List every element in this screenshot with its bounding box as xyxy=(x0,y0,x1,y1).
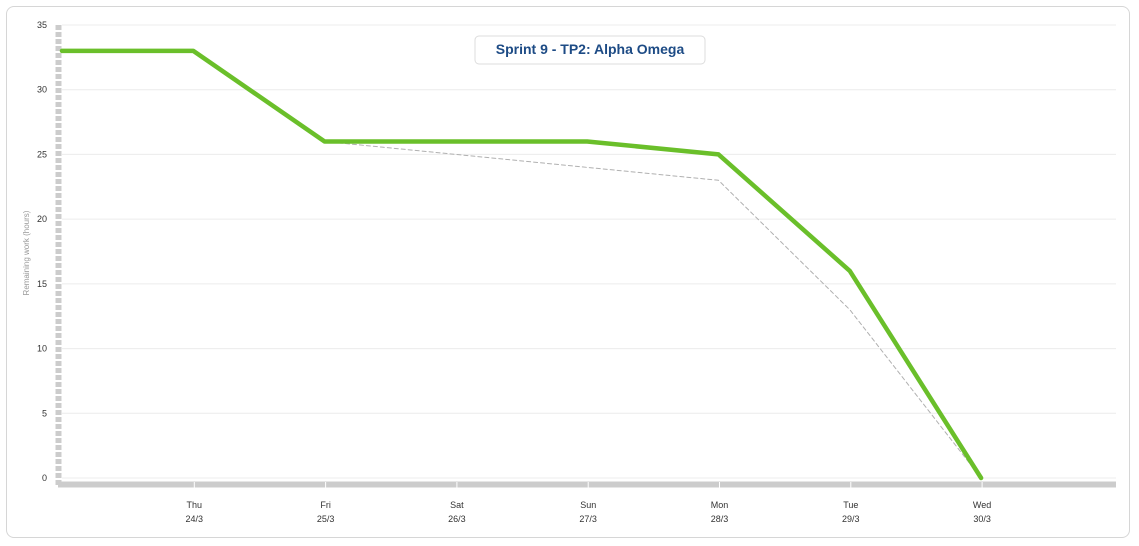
grid-lines xyxy=(62,24,1116,479)
chart-title: Sprint 9 - TP2: Alpha Omega xyxy=(496,41,685,57)
x-tick-day: Sun xyxy=(580,500,596,510)
chart-title-box: Sprint 9 - TP2: Alpha Omega xyxy=(474,35,706,65)
y-tick-label: 30 xyxy=(37,85,47,95)
x-tick-date: 29/3 xyxy=(842,514,860,524)
y-tick-label: 0 xyxy=(42,473,47,483)
x-tick-date: 27/3 xyxy=(579,514,597,524)
x-tick-date: 26/3 xyxy=(448,514,466,524)
series-lines xyxy=(59,48,984,481)
x-tick-date: 30/3 xyxy=(973,514,991,524)
y-tick-label: 15 xyxy=(37,279,47,289)
dashed-series-line xyxy=(324,141,982,479)
x-tick-day: Wed xyxy=(973,500,991,510)
y-tick-labels: 0 5 10 15 20 25 30 35 xyxy=(37,20,47,483)
x-tick-day: Tue xyxy=(843,500,858,510)
remaining-work-line xyxy=(59,48,984,481)
y-tick-label: 10 xyxy=(37,344,47,354)
chart-frame xyxy=(6,6,1130,538)
axes xyxy=(55,25,1116,488)
x-tick-date: 25/3 xyxy=(317,514,335,524)
x-tick-day: Sat xyxy=(450,500,464,510)
chart-title-background xyxy=(474,35,706,65)
y-tick-label: 25 xyxy=(37,149,47,159)
x-tick-day: Fri xyxy=(320,500,331,510)
y-tick-label: 20 xyxy=(37,214,47,224)
x-tick-date: 28/3 xyxy=(711,514,729,524)
x-tick-day: Thu xyxy=(187,500,203,510)
y-tick-label: 35 xyxy=(37,20,47,30)
y-tick-label: 5 xyxy=(42,408,47,418)
x-tick-day: Mon xyxy=(711,500,729,510)
x-tick-date: 24/3 xyxy=(186,514,204,524)
y-axis-title: Remaining work (hours) xyxy=(22,210,31,295)
x-tick-labels: Thu 24/3 Fri 25/3 Sat 26/3 Sun 27/3 Mon 28/3 Tue 29… xyxy=(186,500,992,524)
